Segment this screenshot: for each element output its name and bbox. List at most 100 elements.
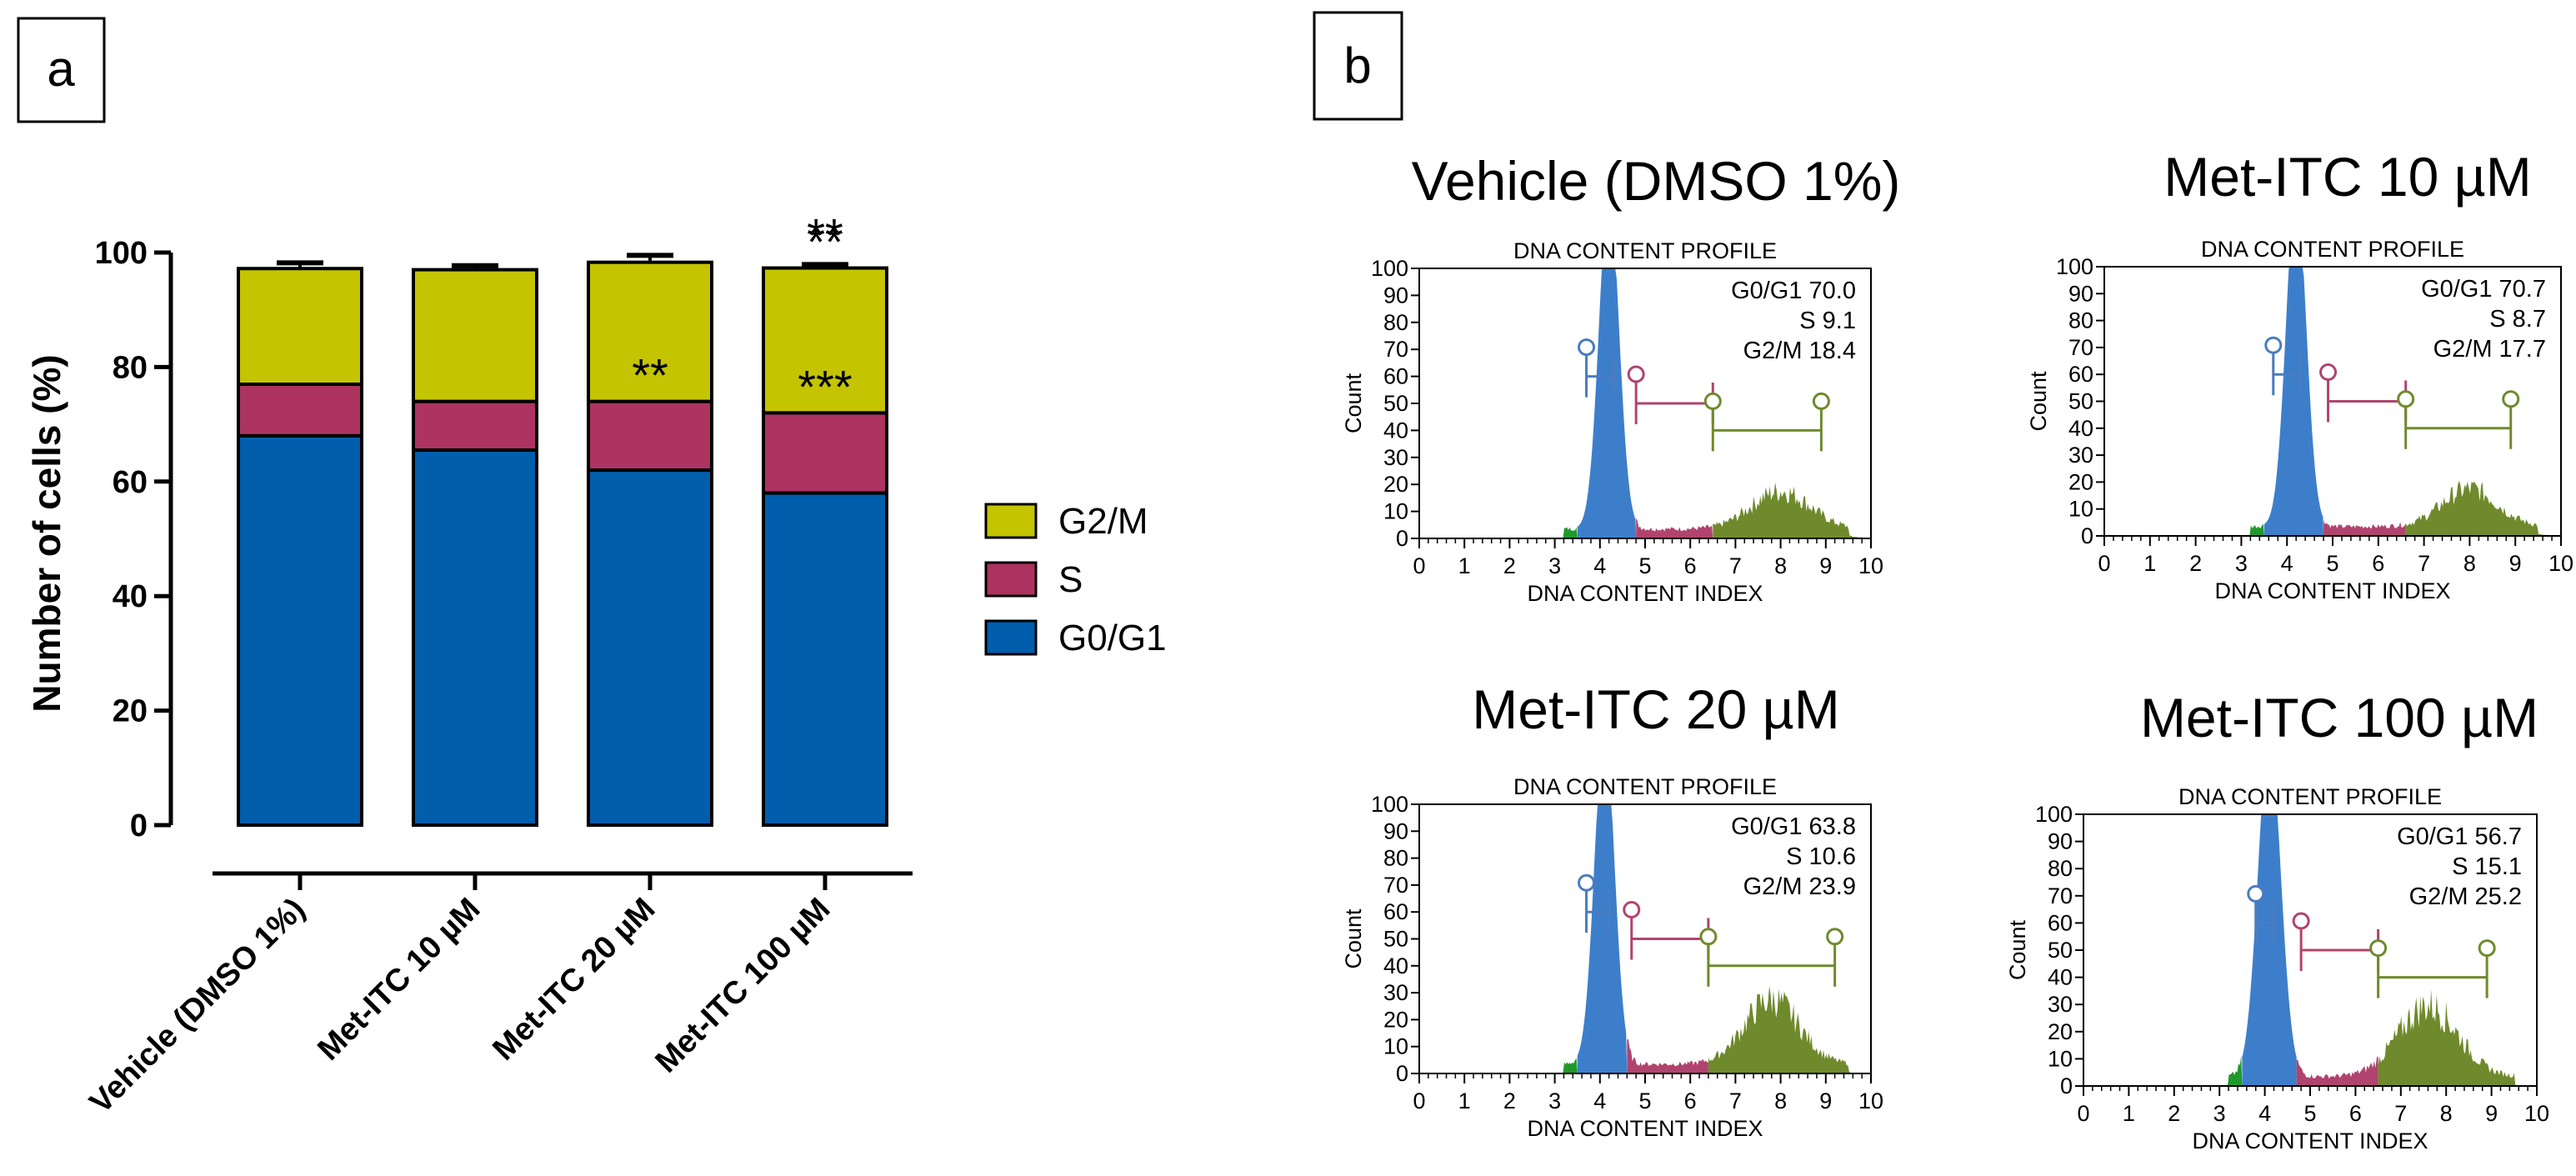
x-tick-label: 4 xyxy=(2258,1101,2271,1126)
g0g1-gate-handle xyxy=(2264,336,2283,354)
y-tick-label: 10 xyxy=(2068,497,2093,522)
panel-a-box xyxy=(17,17,106,123)
y-tick-label: 60 xyxy=(2048,910,2073,935)
g2m-gate-end-handle xyxy=(1826,928,1844,946)
panel-b-box xyxy=(1313,11,1403,121)
x-tick-label: 8 xyxy=(2440,1101,2453,1126)
x-tick-label: 1 xyxy=(1458,553,1471,578)
x-tick-label: 2 xyxy=(1503,553,1516,578)
x-tick-label: 7 xyxy=(1729,553,1742,578)
y-tick-label: 20 xyxy=(1383,1007,1408,1032)
y-tick-label: 60 xyxy=(1383,899,1408,924)
y-tick-label: 50 xyxy=(2068,389,2093,414)
histogram-vehicle: Vehicle (DMSO 1%) DNA CONTENT PROFILE 0 1 2 3… xyxy=(1341,150,1900,606)
bar-segment-s xyxy=(237,383,363,438)
y-tick-label: 40 xyxy=(2068,416,2093,441)
x-tick-label: 9 xyxy=(1819,553,1832,578)
significance-stars: ** xyxy=(807,209,843,262)
stat-line: G0/G1 70.0 xyxy=(1731,278,1856,304)
y-tick-label: 100 xyxy=(95,236,148,271)
histogram-subtitle: DNA CONTENT PROFILE xyxy=(2178,784,2442,809)
significance-stars: ** xyxy=(807,216,843,268)
significance-stars: ** xyxy=(632,349,668,402)
histogram-subtitle: DNA CONTENT PROFILE xyxy=(1513,774,1777,799)
stat-line: G0/G1 70.7 xyxy=(2421,276,2546,303)
y-tick-label: 40 xyxy=(1383,953,1408,978)
x-tick-label: 7 xyxy=(1729,1088,1742,1113)
stat-line: G2/M 23.9 xyxy=(1743,873,1856,900)
x-tick-label: 2 xyxy=(2189,551,2202,576)
y-tick-label: 80 xyxy=(1383,846,1408,871)
y-axis-label: Count xyxy=(1341,373,1366,433)
y-tick-label: 70 xyxy=(1383,337,1408,362)
debris-region xyxy=(1419,527,1578,538)
bar-segment-g2m xyxy=(237,267,363,387)
x-tick-label: Vehicle (DMSO 1%) xyxy=(83,892,313,1121)
legend-label-g0g1: G0/G1 xyxy=(1058,618,1167,658)
y-tick-label: 80 xyxy=(1383,310,1408,335)
x-tick-label: 4 xyxy=(1593,553,1606,578)
g0g1-gate-handle xyxy=(1578,873,1596,892)
stat-line: G0/G1 63.8 xyxy=(1731,813,1856,840)
g0g1-peak xyxy=(2242,814,2297,1086)
debris-region xyxy=(2104,523,2264,536)
g2m-peak xyxy=(1708,985,1853,1073)
s-phase-region xyxy=(1636,518,1713,538)
stat-line: S 15.1 xyxy=(2452,853,2522,880)
g2m-gate-handle xyxy=(2369,939,2388,958)
y-axis-label: Count xyxy=(2026,371,2051,432)
x-tick-label: 2 xyxy=(1503,1088,1516,1113)
x-axis: Vehicle (DMSO 1%) Met-ITC 10 µM Met-ITC 20… xyxy=(83,871,913,1121)
x-tick-label: 9 xyxy=(2509,551,2522,576)
bar-segment-g0g1 xyxy=(237,433,363,828)
y-tick-label: 40 xyxy=(1383,418,1408,443)
x-tick-label: 1 xyxy=(2123,1101,2135,1126)
x-tick-label: 9 xyxy=(2485,1101,2498,1126)
histogram-subtitle: DNA CONTENT PROFILE xyxy=(2201,237,2464,262)
y-tick-label: 70 xyxy=(2048,883,2073,908)
debris-region xyxy=(2083,1055,2243,1086)
debris-region xyxy=(1419,1058,1578,1073)
y-tick-label: 80 xyxy=(113,350,148,385)
g2m-gate-handle xyxy=(1699,928,1718,946)
g2m-gate-handle xyxy=(2397,390,2415,408)
stacked-bar-chart: Number of cells (%) 0 20 40 60 80 100 Vehicle… xyxy=(25,209,913,1121)
x-tick-label: 3 xyxy=(1548,1088,1561,1113)
g2m-gate-end-handle xyxy=(2502,390,2520,408)
x-axis-label: DNA CONTENT INDEX xyxy=(2214,578,2450,603)
x-tick-label: 6 xyxy=(1684,1088,1697,1113)
x-tick-label: 10 xyxy=(1858,553,1883,578)
x-tick-label: 10 xyxy=(2548,551,2573,576)
x-axis-label: DNA CONTENT INDEX xyxy=(1527,581,1763,606)
y-axis-label: Count xyxy=(1341,908,1366,969)
y-tick-label: 0 xyxy=(2060,1073,2073,1098)
y-axis-label: Number of cells (%) xyxy=(25,354,68,712)
stat-line: G2/M 18.4 xyxy=(1743,338,1856,364)
stat-line: S 10.6 xyxy=(1786,843,1856,870)
x-tick-label: 7 xyxy=(2394,1101,2407,1126)
x-axis-label: DNA CONTENT INDEX xyxy=(1527,1116,1763,1141)
g0g1-peak xyxy=(2263,267,2324,536)
histogram-title: Vehicle (DMSO 1%) xyxy=(1412,150,1901,212)
y-tick-label: 70 xyxy=(2068,335,2093,360)
y-tick-label: 100 xyxy=(1371,792,1408,817)
bar-segment-g2m xyxy=(587,260,713,403)
bars xyxy=(237,253,888,828)
bar-segment-g2m xyxy=(762,266,888,415)
legend: G2/M S G0/G1 xyxy=(984,501,1167,658)
x-tick-label: 8 xyxy=(1774,553,1787,578)
y-tick-label: 40 xyxy=(2048,965,2073,990)
x-tick-label: 6 xyxy=(2349,1101,2362,1126)
bar-segment-g0g1 xyxy=(762,491,888,827)
y-tick-label: 70 xyxy=(1383,873,1408,898)
y-tick-label: 20 xyxy=(113,694,148,729)
x-tick-label: 0 xyxy=(2077,1101,2089,1126)
y-tick-label: 50 xyxy=(1383,391,1408,416)
g0g1-peak xyxy=(1577,268,1637,538)
y-tick-label: 100 xyxy=(2035,802,2073,827)
y-tick-label: 0 xyxy=(130,808,148,843)
x-tick-label: 4 xyxy=(2281,551,2293,576)
x-tick-label: 0 xyxy=(1413,1088,1425,1113)
x-tick-label: 0 xyxy=(1413,553,1425,578)
